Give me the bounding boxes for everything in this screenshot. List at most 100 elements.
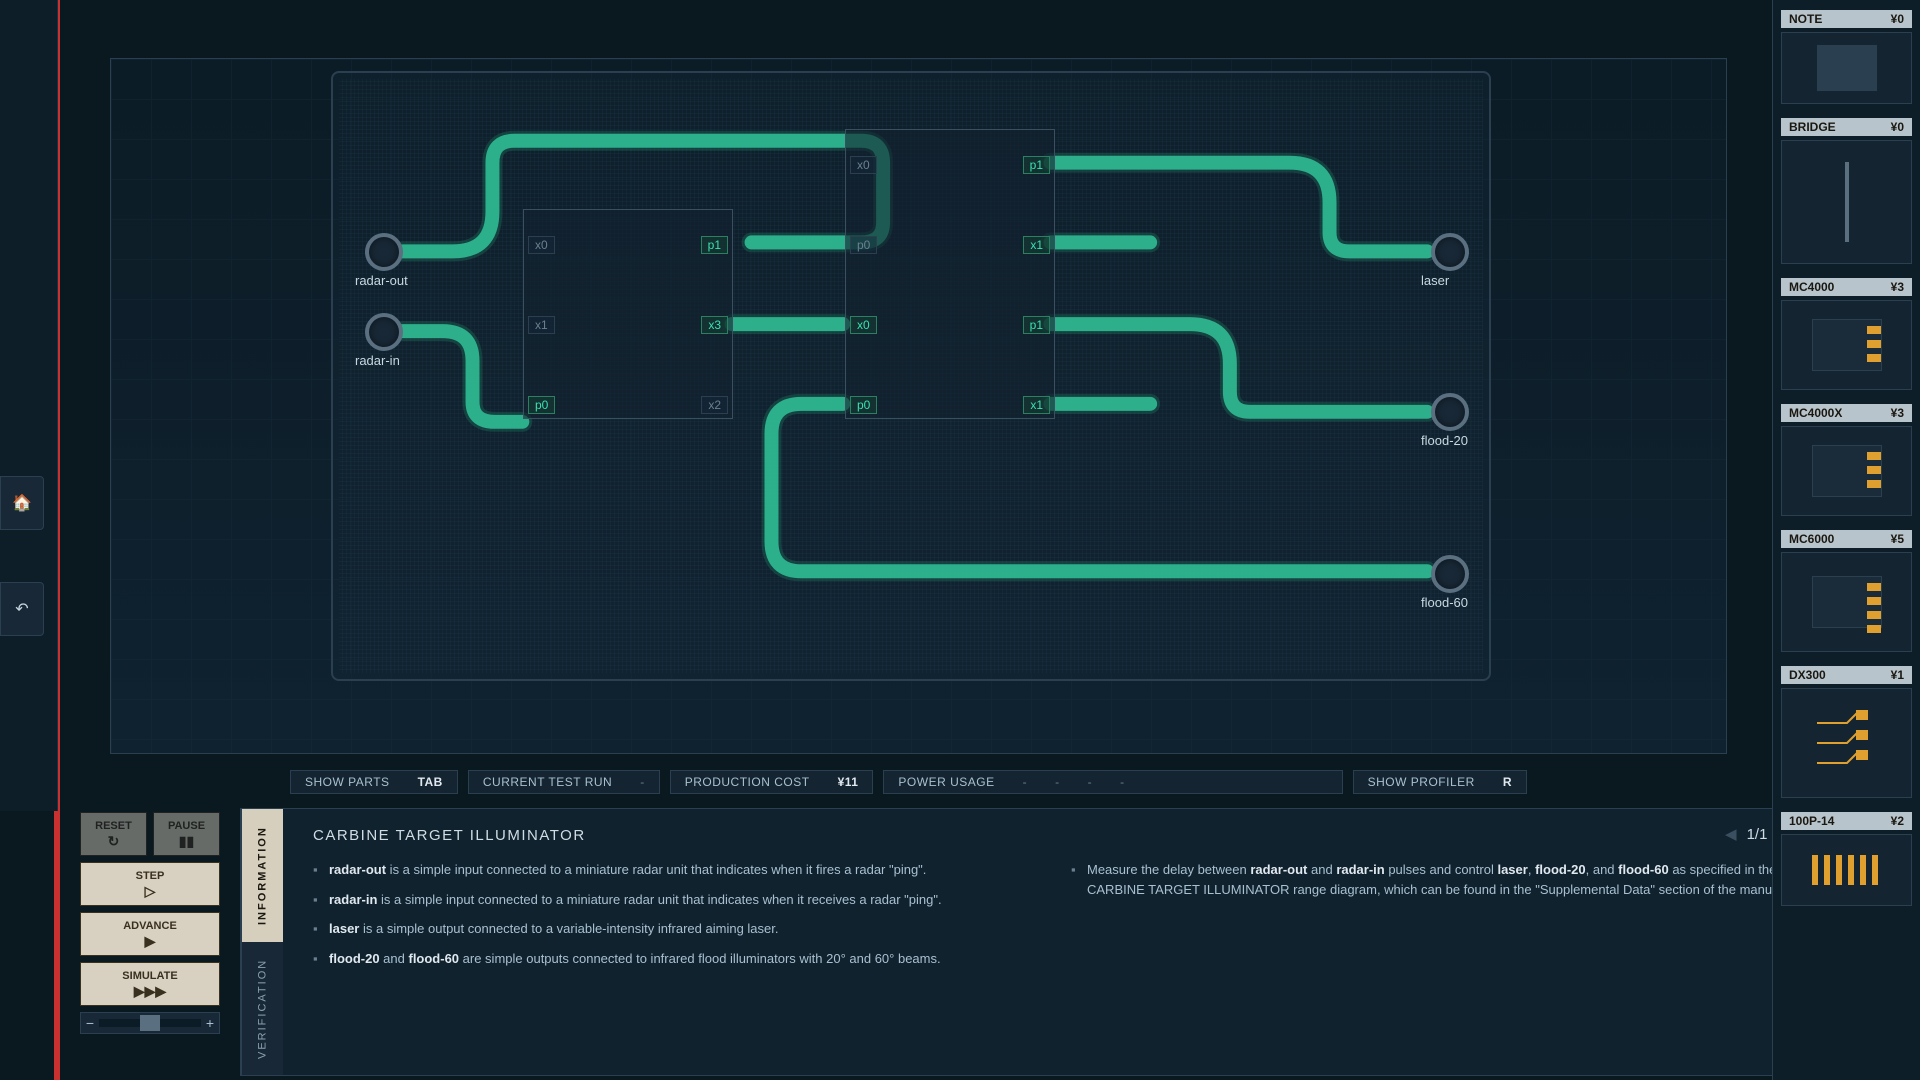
- info-body: CARBINE TARGET ILLUMINATOR ◀ 1/1 ▶ radar…: [283, 809, 1819, 1075]
- advance-button[interactable]: ADVANCE ▶: [80, 912, 220, 956]
- home-icon: 🏠: [12, 493, 32, 513]
- part-preview: [1781, 552, 1912, 652]
- current-test-label: CURRENT TEST RUN: [483, 775, 612, 789]
- power-usage-v0: -: [1023, 775, 1028, 789]
- current-test-val: -: [640, 775, 645, 789]
- chip-0-pin-p0-2[interactable]: p0: [528, 396, 555, 414]
- part-preview: [1781, 688, 1912, 798]
- parts-panel[interactable]: NOTE¥0BRIDGE¥0MC4000¥3MC4000X¥3MC6000¥5D…: [1772, 0, 1920, 1080]
- part-header: BRIDGE ¥0: [1781, 118, 1912, 136]
- info-bullet: radar-out is a simple input connected to…: [313, 860, 1031, 880]
- show-parts-label: SHOW PARTS: [305, 775, 390, 789]
- show-profiler-label: SHOW PROFILER: [1368, 775, 1475, 789]
- pause-button: PAUSE ▮▮: [153, 812, 220, 856]
- chip-1-pin-x0-0[interactable]: x0: [850, 156, 877, 174]
- simulate-icon: ▶▶▶: [134, 984, 166, 998]
- part-price: ¥2: [1891, 814, 1904, 828]
- part-price: ¥3: [1891, 280, 1904, 294]
- part-header: NOTE¥0: [1781, 10, 1912, 28]
- part-header: MC4000 ¥3: [1781, 278, 1912, 296]
- part-bridge[interactable]: BRIDGE ¥0: [1781, 118, 1912, 264]
- chip-1[interactable]: x0 p0 x0 p0 p1 x1 p1 x1: [845, 129, 1055, 419]
- part-name: DX300: [1789, 668, 1826, 682]
- pager-text: 1/1: [1747, 826, 1768, 843]
- port-radar-in[interactable]: [365, 313, 403, 351]
- home-button[interactable]: 🏠: [0, 476, 44, 530]
- part-name: BRIDGE: [1789, 120, 1836, 134]
- info-panel: INFORMATION VERIFICATION CARBINE TARGET …: [240, 808, 1820, 1076]
- part-name: MC4000: [1789, 280, 1834, 294]
- port-radar-out[interactable]: [365, 233, 403, 271]
- power-usage-pill: POWER USAGE - - - -: [883, 770, 1342, 794]
- info-bullet: Measure the delay between radar-out and …: [1071, 860, 1789, 899]
- power-usage-label: POWER USAGE: [898, 775, 994, 789]
- chip-0-pin-x0-0[interactable]: x0: [528, 236, 555, 254]
- power-usage-v3: -: [1120, 775, 1125, 789]
- port-label-flood-20: flood-20: [1421, 433, 1468, 448]
- port-flood-20[interactable]: [1431, 393, 1469, 431]
- speed-slider[interactable]: − +: [80, 1012, 220, 1034]
- part-mc6000[interactable]: MC6000 ¥5: [1781, 530, 1912, 652]
- port-label-laser: laser: [1421, 273, 1449, 288]
- chip-1-pin-x1-5[interactable]: x1: [1023, 236, 1050, 254]
- part-preview: [1781, 32, 1912, 104]
- part-dx300[interactable]: DX300¥1: [1781, 666, 1912, 798]
- chip-1-pin-p0-3[interactable]: p0: [850, 396, 877, 414]
- port-label-radar-in: radar-in: [355, 353, 400, 368]
- part-header: MC6000 ¥5: [1781, 530, 1912, 548]
- part-price: ¥3: [1891, 406, 1904, 420]
- reset-button: RESET ↻: [80, 812, 147, 856]
- part-name: MC6000: [1789, 532, 1834, 546]
- part-100p-14[interactable]: 100P-14¥2: [1781, 812, 1912, 906]
- pause-icon: ▮▮: [179, 834, 194, 848]
- speed-thumb[interactable]: [140, 1015, 160, 1031]
- status-bar: SHOW PARTS TAB CURRENT TEST RUN - PRODUC…: [110, 765, 1727, 799]
- sim-controls: RESET ↻ PAUSE ▮▮ STEP ▷ ADVANCE ▶ SIMULA…: [80, 812, 220, 1034]
- chip-1-pin-x1-7[interactable]: x1: [1023, 396, 1050, 414]
- chip-0-pin-x1-1[interactable]: x1: [528, 316, 555, 334]
- chip-1-pin-p1-4[interactable]: p1: [1023, 156, 1050, 174]
- reset-label: RESET: [95, 820, 132, 832]
- step-label: STEP: [136, 870, 165, 882]
- pcb-outline: radar-outradar-inlaserflood-20flood-60 x…: [331, 71, 1491, 681]
- part-preview: [1781, 300, 1912, 390]
- chip-0-pin-x3-4[interactable]: x3: [701, 316, 728, 334]
- info-side-tabs: INFORMATION VERIFICATION: [241, 809, 283, 1075]
- part-price: ¥0: [1891, 120, 1904, 134]
- advance-label: ADVANCE: [123, 920, 177, 932]
- simulate-button[interactable]: SIMULATE ▶▶▶: [80, 962, 220, 1006]
- undo-button[interactable]: ↶: [0, 582, 44, 636]
- design-board[interactable]: radar-outradar-inlaserflood-20flood-60 x…: [110, 58, 1727, 754]
- chip-0[interactable]: x0 x1 p0 p1 x3 x2: [523, 209, 733, 419]
- production-cost-pill: PRODUCTION COST ¥11: [670, 770, 874, 794]
- part-price: ¥0: [1891, 12, 1904, 26]
- pager-prev-icon[interactable]: ◀: [1725, 825, 1737, 843]
- show-profiler-pill[interactable]: SHOW PROFILER R: [1353, 770, 1527, 794]
- part-mc4000x[interactable]: MC4000X¥3: [1781, 404, 1912, 516]
- current-test-pill: CURRENT TEST RUN -: [468, 770, 660, 794]
- tab-verification[interactable]: VERIFICATION: [241, 942, 283, 1075]
- speed-minus[interactable]: −: [81, 1015, 99, 1031]
- tab-information[interactable]: INFORMATION: [241, 809, 283, 942]
- part-mc4000[interactable]: MC4000 ¥3: [1781, 278, 1912, 390]
- simulate-label: SIMULATE: [122, 970, 177, 982]
- part-price: ¥5: [1891, 532, 1904, 546]
- power-usage-v2: -: [1088, 775, 1093, 789]
- part-preview: [1781, 834, 1912, 906]
- undo-icon: ↶: [15, 599, 28, 619]
- show-parts-pill[interactable]: SHOW PARTS TAB: [290, 770, 458, 794]
- speed-track[interactable]: [99, 1019, 201, 1027]
- chip-1-pin-p0-1[interactable]: p0: [850, 236, 877, 254]
- step-button[interactable]: STEP ▷: [80, 862, 220, 906]
- chip-1-pin-p1-6[interactable]: p1: [1023, 316, 1050, 334]
- chip-0-pin-p1-3[interactable]: p1: [701, 236, 728, 254]
- power-usage-v1: -: [1055, 775, 1060, 789]
- chip-0-pin-x2-5[interactable]: x2: [701, 396, 728, 414]
- speed-plus[interactable]: +: [201, 1015, 219, 1031]
- advance-icon: ▶: [145, 934, 156, 948]
- port-laser[interactable]: [1431, 233, 1469, 271]
- part-note[interactable]: NOTE¥0: [1781, 10, 1912, 104]
- info-col-right: Measure the delay between radar-out and …: [1071, 860, 1789, 978]
- chip-1-pin-x0-2[interactable]: x0: [850, 316, 877, 334]
- port-flood-60[interactable]: [1431, 555, 1469, 593]
